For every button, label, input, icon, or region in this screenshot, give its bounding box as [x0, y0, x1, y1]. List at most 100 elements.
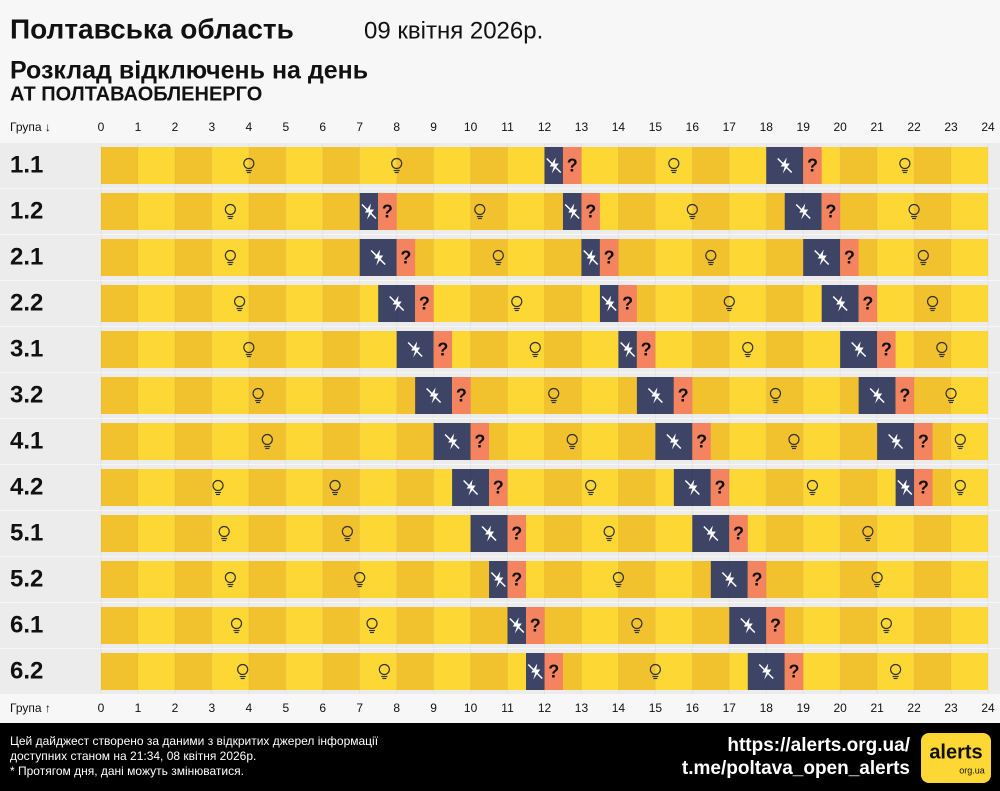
outage-icon-slash	[721, 571, 737, 588]
outage-icon-slash	[481, 525, 497, 542]
bulb-icon	[261, 433, 273, 446]
power-cell	[470, 607, 508, 644]
power-cell	[470, 377, 508, 414]
group-label: 3.2	[10, 381, 43, 408]
power-cell	[655, 193, 693, 230]
power-cell	[285, 193, 323, 230]
link[interactable]: t.me/poltava_open_alerts	[682, 758, 910, 779]
group-label: 4.2	[10, 473, 43, 500]
power-cell	[914, 147, 952, 184]
power-cell	[137, 377, 175, 414]
power-cell	[211, 147, 249, 184]
power-cell	[618, 653, 656, 690]
power-cell	[544, 561, 582, 598]
bulb-icon	[612, 571, 625, 584]
power-cell	[840, 423, 878, 460]
power-cell	[803, 331, 841, 368]
power-cell	[655, 515, 693, 552]
x-tick-label: 18	[760, 120, 774, 134]
outage-icon-slash	[426, 387, 442, 404]
power-cell	[174, 331, 212, 368]
power-cell	[729, 423, 767, 460]
outage-icon-slash	[444, 433, 460, 450]
x-tick-label: 19	[797, 120, 811, 134]
bulb-icon	[936, 341, 948, 354]
x-tick-label: 6	[319, 120, 326, 134]
bulb-icon	[252, 387, 264, 400]
possible-block	[914, 423, 933, 460]
power-cell	[137, 331, 175, 368]
bulb-icon	[603, 525, 615, 538]
group-label: 6.1	[10, 611, 43, 638]
possible-mark: ?	[733, 523, 744, 543]
power-cell	[137, 239, 175, 276]
power-cell	[137, 561, 175, 598]
power-cell	[581, 147, 619, 184]
power-cell	[285, 561, 323, 598]
outage-icon-slash	[370, 249, 386, 266]
x-tick-label: 11	[501, 120, 514, 134]
power-cell	[655, 147, 693, 184]
possible-block	[489, 469, 508, 506]
outage-icon-slash	[758, 663, 774, 680]
power-cell	[914, 239, 952, 276]
power-cell	[877, 193, 915, 230]
bulb-icon	[224, 249, 236, 262]
power-cell	[729, 331, 767, 368]
x-tick-label: 20	[833, 120, 847, 134]
possible-mark: ?	[548, 661, 559, 681]
bulb-icon	[218, 525, 230, 538]
x-tick-label: 0	[98, 701, 105, 715]
power-cell	[396, 653, 434, 690]
possible-block	[803, 147, 822, 184]
power-cell	[285, 607, 323, 644]
possible-mark: ?	[678, 385, 689, 405]
power-cell	[840, 469, 878, 506]
possible-mark: ?	[788, 661, 799, 681]
power-cell	[581, 515, 619, 552]
x-tick-label: 3	[209, 701, 216, 715]
possible-block	[895, 377, 915, 414]
power-cell	[840, 653, 878, 690]
power-cell	[840, 193, 878, 230]
power-cell	[174, 607, 212, 644]
group-label: 5.2	[10, 565, 43, 592]
power-cell	[396, 423, 434, 460]
possible-block	[544, 653, 563, 690]
possible-block	[599, 239, 619, 276]
power-cell	[618, 469, 656, 506]
x-tick-label: 3	[209, 120, 216, 134]
outage-icon-slash	[546, 157, 562, 174]
power-cell	[211, 377, 249, 414]
power-cell	[655, 285, 693, 322]
power-cell	[951, 147, 988, 184]
power-cell	[137, 147, 175, 184]
bulb-icon	[862, 525, 874, 538]
possible-mark: ?	[918, 431, 929, 451]
x-tick-label: 4	[245, 701, 252, 715]
power-cell	[729, 469, 767, 506]
possible-block	[729, 515, 748, 552]
power-cell	[877, 607, 915, 644]
x-tick-label: 23	[944, 120, 958, 134]
possible-mark: ?	[567, 155, 578, 175]
power-cell	[766, 285, 804, 322]
power-cell	[914, 331, 952, 368]
power-cell	[803, 561, 841, 598]
x-tick-label: 21	[870, 701, 884, 715]
power-cell	[101, 653, 138, 690]
possible-mark: ?	[511, 569, 522, 589]
power-cell	[396, 469, 434, 506]
power-cell	[248, 331, 286, 368]
possible-block	[526, 607, 545, 644]
bulb-icon	[354, 571, 366, 584]
power-cell	[211, 469, 249, 506]
power-cell	[951, 239, 988, 276]
outage-icon-slash	[527, 663, 543, 680]
power-cell	[470, 193, 508, 230]
bulb-icon	[954, 433, 966, 446]
power-cell	[396, 147, 434, 184]
link[interactable]: https://alerts.org.ua/	[727, 735, 910, 756]
power-cell	[285, 331, 323, 368]
group-label: 1.2	[10, 197, 43, 224]
